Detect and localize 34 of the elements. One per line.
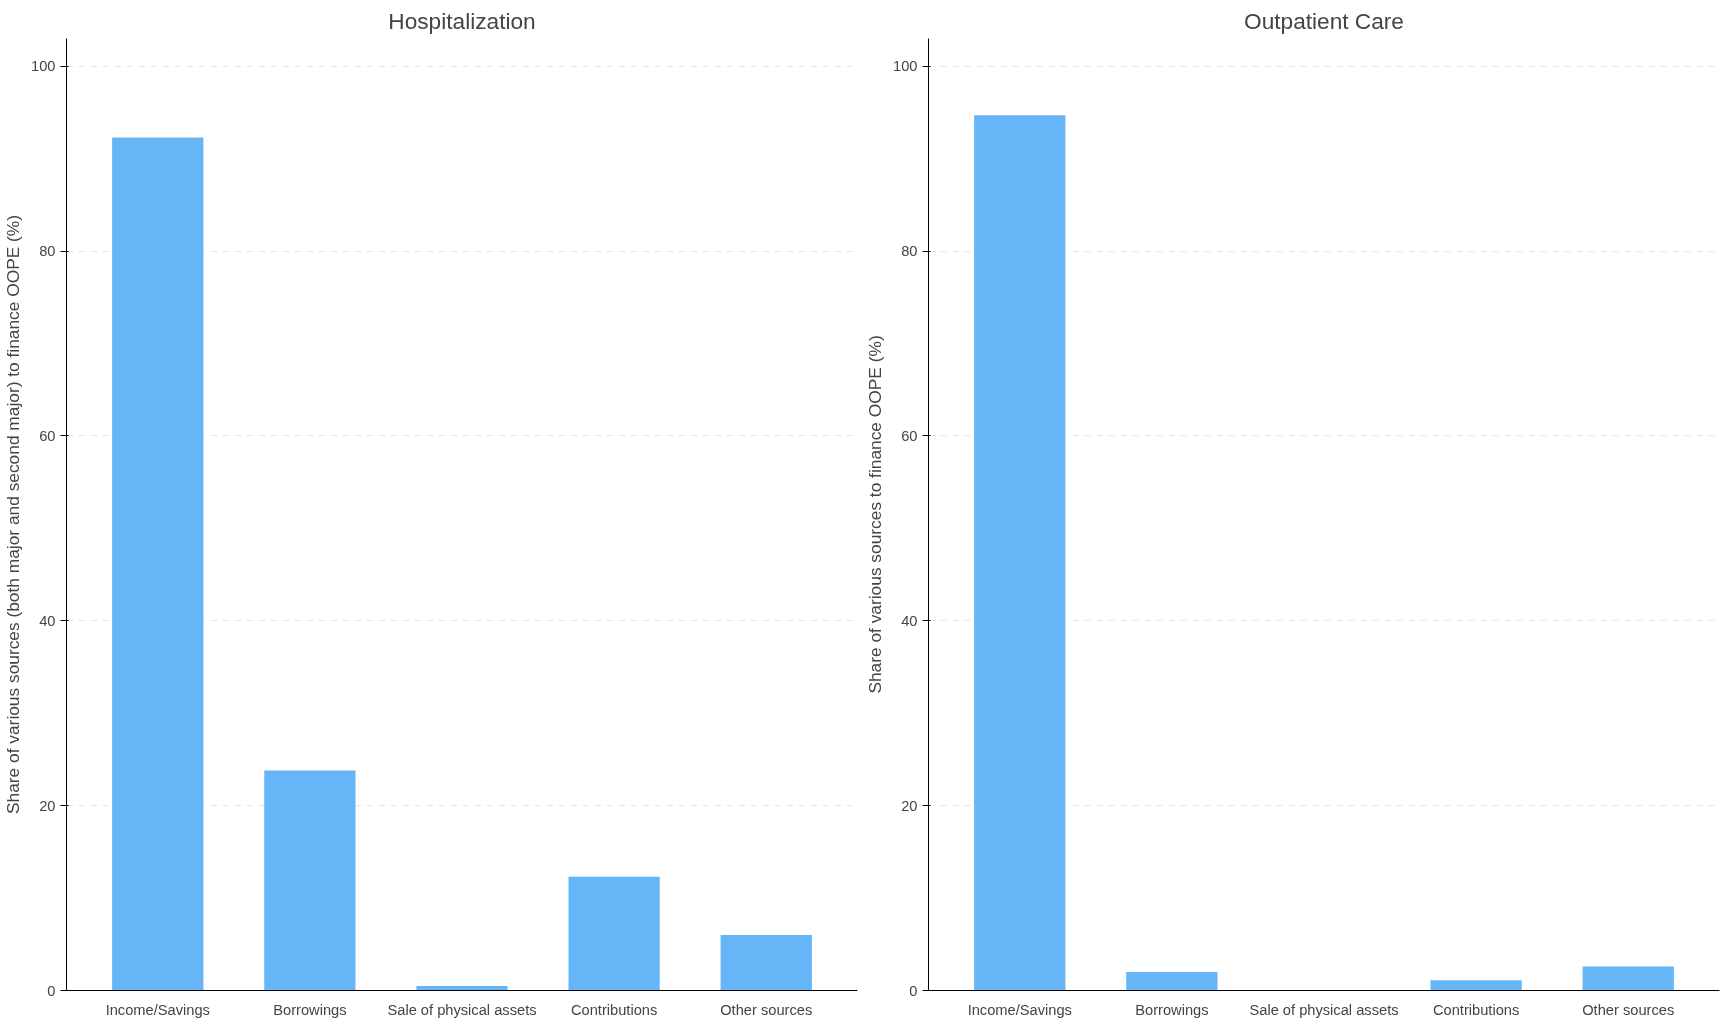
x-tick-label: Borrowings: [273, 1001, 347, 1018]
y-tick-label: 40: [39, 612, 56, 629]
y-tick-label: 20: [39, 797, 56, 814]
x-tick-label: Sale of physical assets: [1249, 1001, 1399, 1018]
x-tick-label: Contributions: [570, 1001, 658, 1018]
y-axis-title: Share of various sources to finance OOPE (%): [865, 335, 886, 694]
bar: [264, 770, 356, 991]
x-tick-label: Contributions: [1432, 1001, 1520, 1018]
y-tick-label: 80: [39, 243, 56, 260]
x-tick-label: Other sources: [1582, 1001, 1675, 1018]
y-tick-label: 80: [901, 243, 918, 260]
chart-title: Outpatient Care: [1244, 7, 1404, 34]
bar: [1126, 972, 1218, 991]
y-tick-label: 20: [901, 797, 918, 814]
y-tick-label: 0: [47, 982, 56, 999]
y-tick-label: 40: [901, 612, 918, 629]
bar: [974, 115, 1066, 991]
x-tick-label: Sale of physical assets: [387, 1001, 537, 1018]
bar: [1430, 980, 1522, 991]
x-tick-label: Income/Savings: [105, 1001, 210, 1018]
chart-title: Hospitalization: [388, 7, 536, 34]
y-tick-label: 0: [909, 982, 918, 999]
x-tick-label: Income/Savings: [967, 1001, 1072, 1018]
x-tick-label: Other sources: [720, 1001, 813, 1018]
y-axis-title: Share of various sources (both major and second major) to finance OOPE (%): [3, 214, 24, 815]
y-tick-label: 100: [31, 58, 56, 75]
y-tick-label: 60: [901, 427, 918, 444]
bar: [1582, 966, 1674, 991]
bar: [112, 137, 204, 991]
y-tick-label: 100: [893, 58, 918, 75]
y-tick-label: 60: [39, 427, 56, 444]
bar: [568, 876, 660, 991]
x-tick-label: Borrowings: [1135, 1001, 1209, 1018]
bar: [720, 935, 812, 991]
